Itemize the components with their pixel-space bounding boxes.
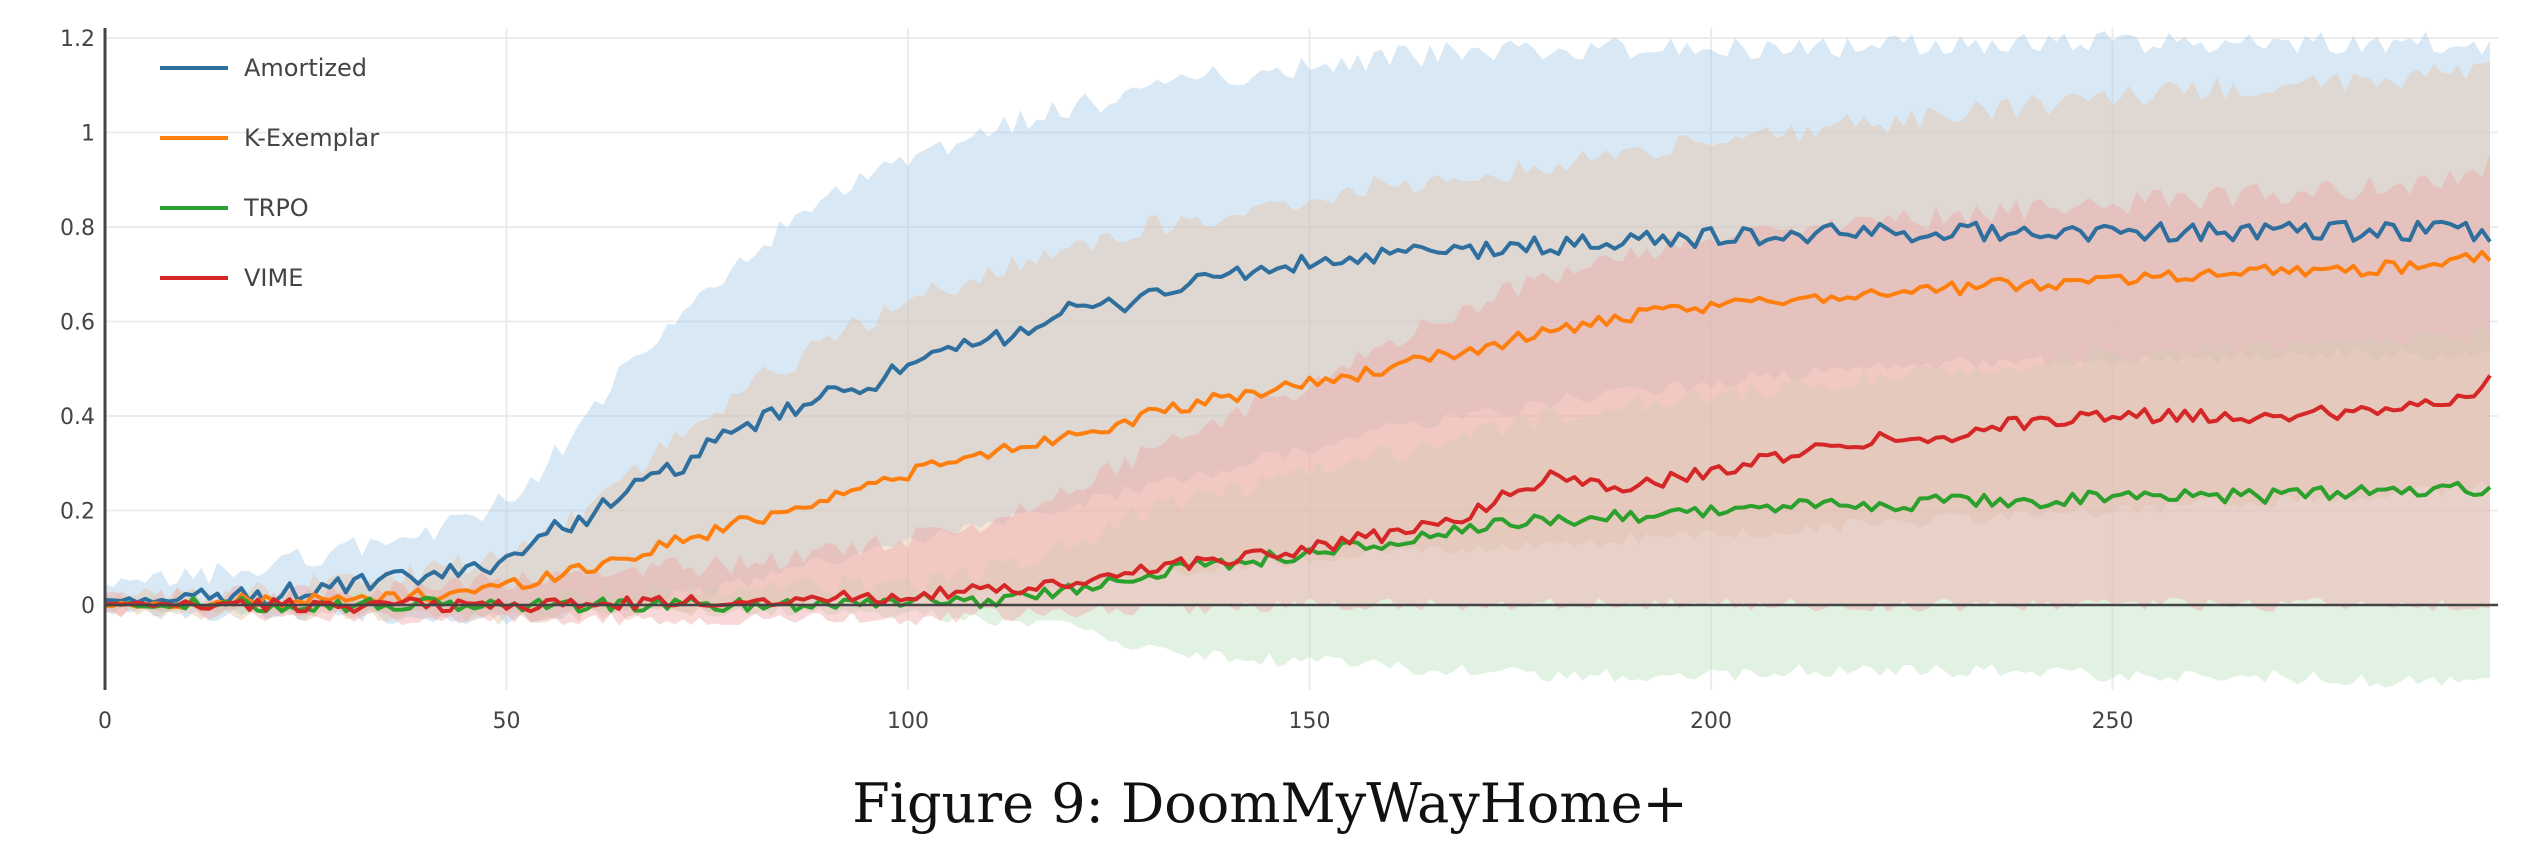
y-tick-label: 0.2 <box>60 499 95 524</box>
x-tick-label: 200 <box>1690 709 1732 734</box>
line-chart: 0 0.2 0.4 0.6 0.8 1 1.2 0 50 100 150 200 250 Amortiz… <box>60 27 2498 734</box>
x-tick-label: 0 <box>98 709 112 734</box>
legend-label: TRPO <box>243 194 309 222</box>
grid-lines <box>105 28 2498 690</box>
series-line-k-exemplar <box>104 249 2492 611</box>
legend-label: K-Exemplar <box>244 124 379 152</box>
tick-labels: 0 0.2 0.4 0.6 0.8 1 1.2 0 50 100 150 200 250 <box>60 27 2134 734</box>
x-tick-label: 100 <box>887 709 929 734</box>
y-tick-label: 1 <box>81 121 95 146</box>
axes <box>103 28 2498 690</box>
legend-label: VIME <box>244 264 303 292</box>
band-k-exemplar <box>105 61 2490 626</box>
y-tick-label: 0.8 <box>60 216 95 241</box>
x-tick-label: 250 <box>2092 709 2134 734</box>
series-line-amortized <box>104 219 2492 607</box>
y-tick-label: 0.6 <box>60 310 95 335</box>
band-trpo <box>105 321 2490 688</box>
y-tick-label: 0 <box>81 594 95 619</box>
y-tick-label: 0.4 <box>60 405 95 430</box>
x-tick-label: 150 <box>1289 709 1331 734</box>
x-tick-label: 50 <box>493 709 521 734</box>
band-amortized <box>105 31 2490 625</box>
y-tick-label: 1.2 <box>60 27 95 52</box>
legend-label: Amortized <box>244 54 367 82</box>
confidence-bands <box>105 31 2490 688</box>
figure-caption: Figure 9: DoomMyWayHome+ <box>852 772 1688 835</box>
legend: Amortized K-Exemplar TRPO VIME <box>160 54 379 292</box>
